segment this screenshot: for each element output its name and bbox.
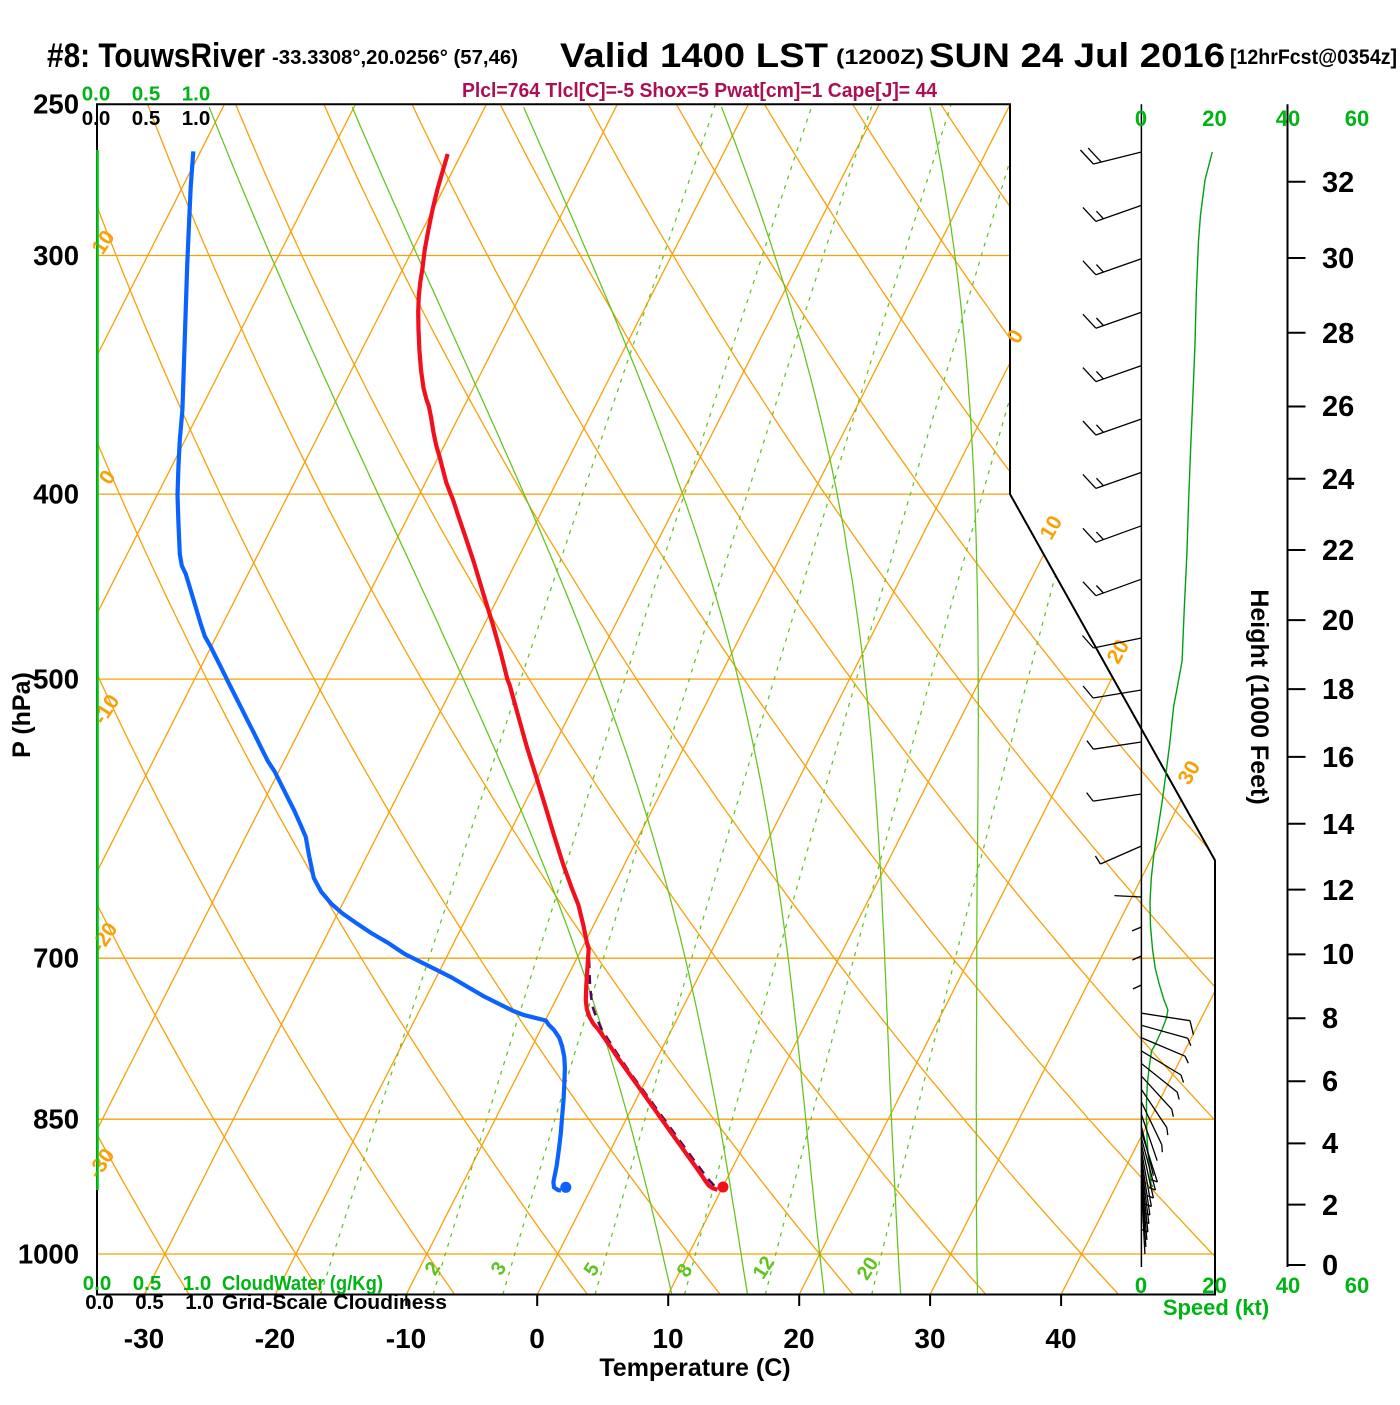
svg-text:Valid 1400 LST: Valid 1400 LST <box>560 37 828 75</box>
svg-text:0.0: 0.0 <box>83 1272 112 1295</box>
svg-text:850: 850 <box>33 1104 79 1135</box>
svg-text:0: 0 <box>1135 106 1147 131</box>
svg-text:250: 250 <box>33 89 79 120</box>
svg-text:P (hPa): P (hPa) <box>8 672 36 758</box>
svg-text:14: 14 <box>1322 809 1354 841</box>
svg-text:0.5: 0.5 <box>133 1272 162 1295</box>
svg-text:20: 20 <box>1322 605 1354 637</box>
svg-text:0.0: 0.0 <box>85 1291 114 1314</box>
svg-text:16: 16 <box>1322 742 1354 774</box>
svg-text:Speed (kt): Speed (kt) <box>1163 1295 1269 1320</box>
svg-text:-33.3308°,20.0256° (57,46): -33.3308°,20.0256° (57,46) <box>272 46 518 69</box>
svg-text:-20: -20 <box>255 1323 295 1354</box>
svg-text:0.0: 0.0 <box>82 107 111 130</box>
svg-text:CloudWater (g/Kg): CloudWater (g/Kg) <box>222 1272 383 1295</box>
svg-text:700: 700 <box>33 943 79 974</box>
svg-text:60: 60 <box>1345 1273 1369 1298</box>
svg-text:30: 30 <box>1322 243 1354 275</box>
svg-text:SUN 24 Jul 2016: SUN 24 Jul 2016 <box>929 37 1225 75</box>
svg-text:-30: -30 <box>124 1323 164 1354</box>
svg-text:32: 32 <box>1322 167 1354 199</box>
svg-text:20: 20 <box>1202 106 1226 131</box>
svg-text:0.5: 0.5 <box>135 1291 164 1314</box>
svg-text:26: 26 <box>1322 391 1354 423</box>
svg-text:0: 0 <box>1135 1273 1147 1298</box>
svg-text:-10: -10 <box>386 1323 426 1354</box>
svg-text:22: 22 <box>1322 535 1354 567</box>
svg-text:40: 40 <box>1276 1273 1300 1298</box>
svg-text:[12hrFcst@0354z]: [12hrFcst@0354z] <box>1230 46 1397 69</box>
svg-text:0: 0 <box>529 1323 545 1354</box>
svg-text:0.0: 0.0 <box>82 83 111 106</box>
svg-text:1.0: 1.0 <box>182 83 211 106</box>
svg-text:Grid-Scale Cloudiness: Grid-Scale Cloudiness <box>222 1291 447 1314</box>
svg-text:#8: TouwsRiver: #8: TouwsRiver <box>47 37 265 75</box>
svg-text:28: 28 <box>1322 318 1354 350</box>
svg-text:40: 40 <box>1045 1323 1076 1354</box>
svg-text:300: 300 <box>33 240 79 271</box>
svg-text:0.5: 0.5 <box>132 107 161 130</box>
svg-text:1.0: 1.0 <box>182 107 211 130</box>
svg-text:10: 10 <box>1322 939 1354 971</box>
svg-text:500: 500 <box>33 664 79 695</box>
svg-text:Temperature (C): Temperature (C) <box>599 1354 790 1382</box>
svg-text:Height (1000 Feet): Height (1000 Feet) <box>1245 589 1273 804</box>
svg-text:20: 20 <box>783 1323 814 1354</box>
svg-text:6: 6 <box>1322 1066 1338 1098</box>
svg-text:1.0: 1.0 <box>183 1272 212 1295</box>
svg-text:1000: 1000 <box>18 1239 79 1270</box>
svg-text:60: 60 <box>1345 106 1369 131</box>
svg-text:(1200Z): (1200Z) <box>836 46 924 69</box>
svg-text:Plcl=764 Tlcl[C]=-5 Shox=5 Pwa: Plcl=764 Tlcl[C]=-5 Shox=5 Pwat[cm]=1 Ca… <box>462 80 938 102</box>
svg-text:20: 20 <box>1202 1273 1226 1298</box>
svg-text:400: 400 <box>33 479 79 510</box>
svg-text:12: 12 <box>1322 875 1354 907</box>
svg-text:0: 0 <box>1322 1250 1338 1282</box>
svg-text:8: 8 <box>1322 1003 1338 1035</box>
svg-text:30: 30 <box>914 1323 945 1354</box>
svg-text:2: 2 <box>1322 1190 1338 1222</box>
svg-text:1.0: 1.0 <box>185 1291 214 1314</box>
svg-text:4: 4 <box>1322 1128 1338 1160</box>
svg-text:0.5: 0.5 <box>132 83 161 106</box>
svg-text:24: 24 <box>1322 464 1354 496</box>
svg-text:18: 18 <box>1322 674 1354 706</box>
svg-text:10: 10 <box>652 1323 683 1354</box>
